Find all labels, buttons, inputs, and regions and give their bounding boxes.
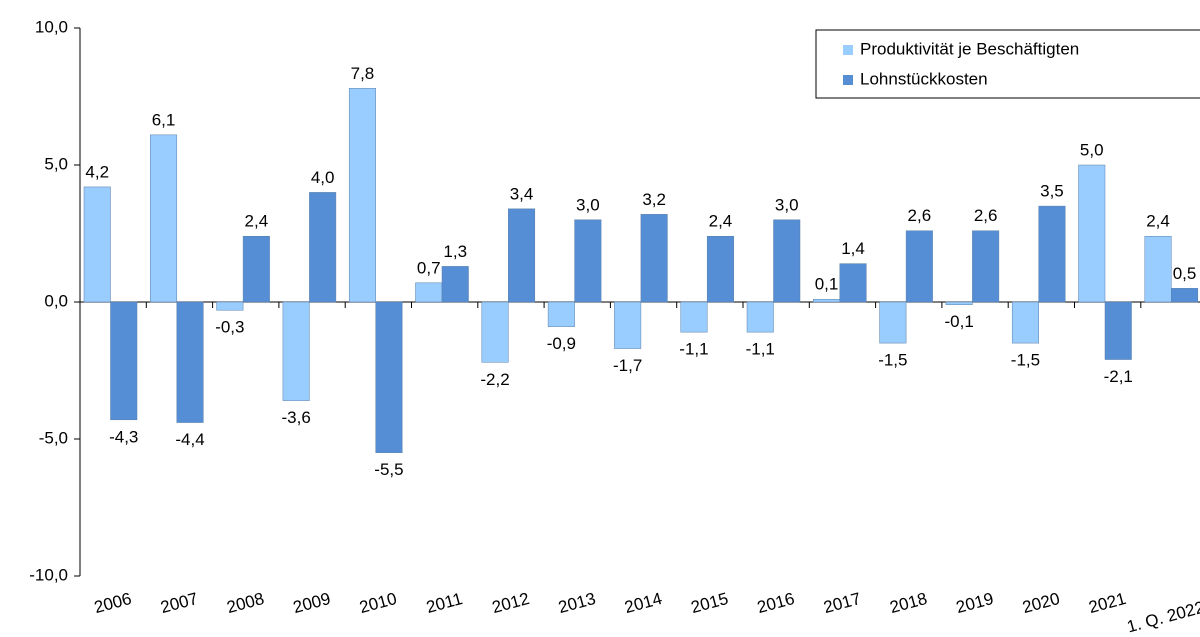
value-label: -2,1 bbox=[1104, 367, 1133, 386]
value-label: 2,4 bbox=[709, 212, 733, 231]
y-tick-label: -5,0 bbox=[39, 428, 68, 447]
value-label: -0,3 bbox=[215, 318, 244, 337]
bar bbox=[813, 299, 841, 303]
x-tick-label: 2009 bbox=[291, 589, 332, 617]
value-label: -3,6 bbox=[282, 408, 311, 427]
x-tick-label: 2006 bbox=[92, 589, 133, 617]
bar bbox=[309, 192, 337, 303]
x-tick-label: 2019 bbox=[954, 589, 995, 617]
bar bbox=[1078, 164, 1106, 303]
value-label: 0,5 bbox=[1173, 264, 1197, 283]
bar bbox=[972, 230, 1000, 303]
value-label: -1,7 bbox=[613, 356, 642, 375]
value-label: 1,3 bbox=[443, 242, 467, 261]
value-label: -4,4 bbox=[175, 430, 204, 449]
value-label: -0,9 bbox=[547, 334, 576, 353]
x-tick-label: 1. Q. 2022 bbox=[1125, 598, 1200, 637]
value-label: -1,5 bbox=[1011, 351, 1040, 370]
value-label: 5,0 bbox=[1080, 140, 1104, 159]
legend-swatch bbox=[843, 75, 853, 85]
value-label: 3,4 bbox=[510, 184, 534, 203]
x-tick-label: 2015 bbox=[689, 589, 730, 617]
bar bbox=[110, 301, 138, 421]
bar bbox=[1011, 301, 1039, 344]
bar bbox=[375, 301, 403, 453]
value-label: 1,4 bbox=[841, 239, 865, 258]
legend-label: Lohnstückkosten bbox=[860, 69, 988, 88]
bar bbox=[746, 301, 774, 333]
legend-label: Produktivität je Beschäftigten bbox=[860, 39, 1079, 58]
value-label: 0,1 bbox=[815, 275, 839, 294]
x-tick-label: 2021 bbox=[1087, 589, 1128, 617]
value-label: 0,7 bbox=[417, 258, 441, 277]
bar bbox=[481, 301, 509, 363]
bar bbox=[242, 235, 270, 303]
value-label: 2,4 bbox=[1146, 212, 1170, 231]
x-tick-label: 2011 bbox=[424, 589, 464, 617]
bar bbox=[1038, 205, 1066, 303]
bar bbox=[574, 219, 602, 303]
value-label: 7,8 bbox=[351, 64, 375, 83]
bar bbox=[1104, 301, 1132, 360]
x-tick-label: 2007 bbox=[158, 589, 199, 617]
bar bbox=[680, 301, 708, 333]
bar bbox=[1171, 288, 1199, 303]
bar bbox=[614, 301, 642, 349]
legend: Produktivität je Beschäftigten Lohnstückk… bbox=[815, 29, 1200, 99]
legend-box bbox=[815, 29, 1200, 99]
value-label: -0,1 bbox=[945, 312, 974, 331]
bar bbox=[508, 208, 536, 303]
bar bbox=[945, 301, 973, 305]
bar bbox=[773, 219, 801, 303]
x-tick-label: 2020 bbox=[1020, 589, 1061, 617]
x-tick-label: 2016 bbox=[755, 589, 796, 617]
bar bbox=[1144, 235, 1172, 303]
x-tick-label: 2014 bbox=[623, 589, 664, 617]
y-tick-label: 5,0 bbox=[44, 154, 68, 173]
y-tick-label: 10,0 bbox=[35, 17, 68, 36]
bar bbox=[706, 235, 734, 303]
value-label: 2,6 bbox=[908, 206, 932, 225]
value-label: 3,2 bbox=[642, 190, 666, 209]
x-tick-label: 2013 bbox=[556, 589, 597, 617]
bar bbox=[83, 186, 111, 303]
bar bbox=[176, 301, 204, 423]
value-label: -4,3 bbox=[109, 427, 138, 446]
value-label: -1,5 bbox=[878, 351, 907, 370]
y-tick-label: -10,0 bbox=[29, 565, 68, 584]
bar bbox=[839, 263, 867, 303]
value-label: -5,5 bbox=[374, 460, 403, 479]
bar bbox=[640, 214, 668, 303]
bar bbox=[348, 88, 376, 303]
value-label: 2,4 bbox=[245, 212, 269, 231]
value-label: 4,2 bbox=[85, 162, 109, 181]
x-tick-label: 2008 bbox=[225, 589, 266, 617]
x-tick-label: 2010 bbox=[357, 589, 398, 617]
value-label: 6,1 bbox=[152, 110, 176, 129]
value-label: 2,6 bbox=[974, 206, 998, 225]
value-label: -1,1 bbox=[746, 340, 775, 359]
legend-swatch bbox=[843, 45, 853, 55]
value-label: 3,0 bbox=[775, 195, 799, 214]
value-label: -1,1 bbox=[679, 340, 708, 359]
y-tick-label: 0,0 bbox=[44, 291, 68, 310]
x-tick-label: 2012 bbox=[490, 589, 531, 617]
value-label: 3,0 bbox=[576, 195, 600, 214]
value-label: 4,0 bbox=[311, 168, 335, 187]
bar bbox=[282, 301, 310, 401]
bar bbox=[216, 301, 244, 311]
bar bbox=[150, 134, 178, 303]
value-label: 3,5 bbox=[1040, 182, 1064, 201]
value-label: -2,2 bbox=[480, 370, 509, 389]
x-tick-label: 2018 bbox=[888, 589, 929, 617]
bar bbox=[547, 301, 575, 327]
bar bbox=[879, 301, 907, 344]
bar bbox=[441, 266, 469, 303]
bar bbox=[415, 282, 443, 303]
bar bbox=[905, 230, 933, 303]
x-tick-label: 2017 bbox=[821, 589, 862, 617]
